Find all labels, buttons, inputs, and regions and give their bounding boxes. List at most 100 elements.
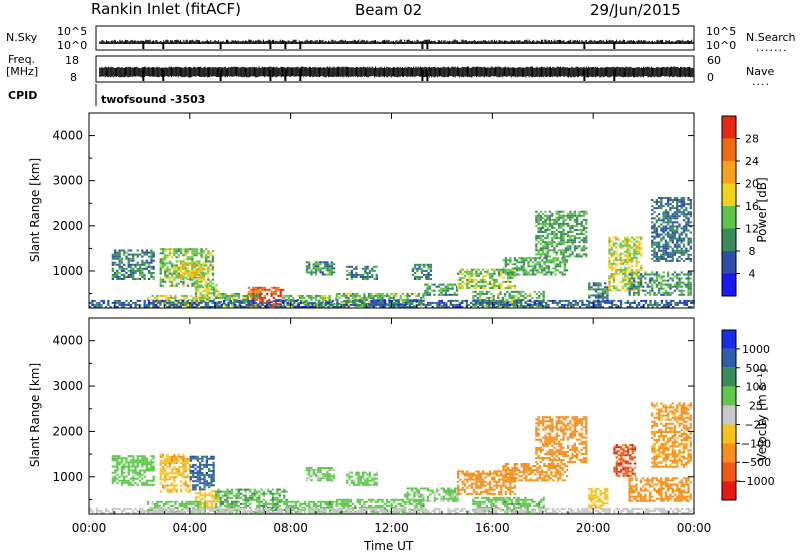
heatmap-cell	[477, 285, 480, 287]
heatmap-cell	[270, 301, 273, 303]
heatmap-cell	[615, 252, 618, 255]
heatmap-cell	[205, 248, 208, 251]
heatmap-cell	[250, 290, 253, 293]
heatmap-cell	[557, 243, 561, 246]
heatmap-cell	[164, 256, 167, 259]
heatmap-cell	[479, 296, 482, 299]
heatmap-cell	[495, 299, 498, 302]
heatmap-cell	[193, 271, 196, 274]
heatmap-cell	[525, 273, 528, 276]
heatmap-cell	[244, 301, 247, 303]
heatmap-cell	[660, 197, 663, 199]
heatmap-cell	[136, 471, 139, 474]
heatmap-cell	[200, 269, 203, 272]
heatmap-cell	[317, 265, 320, 268]
heatmap-cell	[635, 252, 638, 255]
heatmap-cell	[472, 278, 476, 281]
heatmap-cell	[205, 256, 208, 259]
heatmap-cell	[658, 197, 661, 199]
heatmap-cell	[621, 273, 625, 275]
heatmap-cell	[408, 299, 412, 302]
heatmap-cell	[648, 277, 652, 280]
heatmap-cell	[553, 247, 556, 250]
heatmap-cell	[129, 455, 133, 458]
heatmap-cell	[599, 292, 602, 295]
heatmap-cell	[170, 274, 174, 277]
heatmap-cell	[504, 287, 507, 289]
heatmap-cell	[323, 296, 327, 299]
heatmap-cell	[433, 293, 436, 296]
heatmap-cell	[673, 217, 677, 220]
heatmap-cell	[665, 301, 668, 304]
heatmap-cell	[667, 231, 670, 234]
heatmap-cell	[662, 287, 665, 290]
heatmap-cell	[399, 294, 402, 297]
heatmap-cell	[640, 252, 643, 255]
heatmap-cell	[193, 306, 196, 308]
heatmap-cell	[333, 303, 336, 305]
heatmap-cell	[576, 224, 579, 227]
heatmap-cell	[673, 285, 677, 288]
heatmap-cell	[161, 260, 165, 263]
heatmap-cell	[497, 299, 500, 302]
heatmap-cell	[134, 459, 137, 462]
heatmap-cell	[624, 277, 627, 280]
heatmap-cell	[511, 271, 514, 274]
heatmap-cell	[328, 296, 331, 299]
heatmap-cell	[608, 248, 611, 251]
heatmap-cell	[588, 303, 591, 306]
heatmap-cell	[184, 248, 187, 251]
heatmap-cell	[148, 271, 151, 274]
heatmap-cell	[682, 229, 686, 232]
heatmap-cell	[100, 306, 103, 308]
heatmap-cell	[134, 469, 137, 472]
heatmap-cell	[367, 292, 371, 295]
colorbar-swatch	[722, 183, 736, 206]
heatmap-cell	[295, 299, 298, 302]
heatmap-cell	[330, 267, 333, 270]
heatmap-cell	[477, 299, 480, 302]
heatmap-cell	[519, 292, 523, 295]
heatmap-cell	[635, 303, 639, 306]
heatmap-cell	[573, 218, 577, 221]
heatmap-cell	[177, 254, 180, 257]
heatmap-cell	[364, 278, 367, 280]
heatmap-cell	[111, 479, 114, 482]
heatmap-cell	[553, 251, 556, 254]
heatmap-cell	[314, 265, 318, 268]
heatmap-cell	[287, 296, 290, 299]
heatmap-cell	[459, 287, 462, 289]
heatmap-cell	[500, 270, 503, 273]
heatmap-cell	[179, 269, 183, 272]
heatmap-cell	[571, 241, 574, 244]
heatmap-cell	[680, 199, 683, 201]
heatmap-cell	[141, 271, 144, 274]
heatmap-cell	[548, 255, 552, 258]
heatmap-cell	[655, 231, 658, 234]
heatmap-cell	[565, 259, 569, 262]
heatmap-cell	[604, 299, 607, 302]
heatmap-cell	[687, 219, 690, 222]
heatmap-cell	[628, 283, 631, 286]
heatmap-cell	[474, 305, 477, 308]
heatmap-cell	[673, 197, 677, 199]
heatmap-cell	[413, 276, 417, 278]
heatmap-cell	[592, 299, 595, 302]
heatmap-cell	[413, 292, 416, 295]
heatmap-cell	[608, 285, 611, 288]
heatmap-cell	[522, 299, 525, 301]
heatmap-cell	[116, 301, 119, 304]
heatmap-cell	[651, 199, 654, 201]
heatmap-cell	[689, 237, 692, 240]
heatmap-cell	[129, 259, 133, 262]
heatmap-cell	[582, 227, 586, 229]
heatmap-cell	[188, 276, 192, 278]
heatmap-cell	[199, 292, 202, 295]
heatmap-cell	[355, 271, 358, 274]
heatmap-cell	[118, 457, 121, 460]
heatmap-cell	[351, 294, 355, 297]
heatmap-cell	[671, 225, 674, 228]
heatmap-cell	[410, 303, 414, 305]
heatmap-cell	[682, 197, 686, 199]
heatmap-cell	[418, 299, 421, 302]
